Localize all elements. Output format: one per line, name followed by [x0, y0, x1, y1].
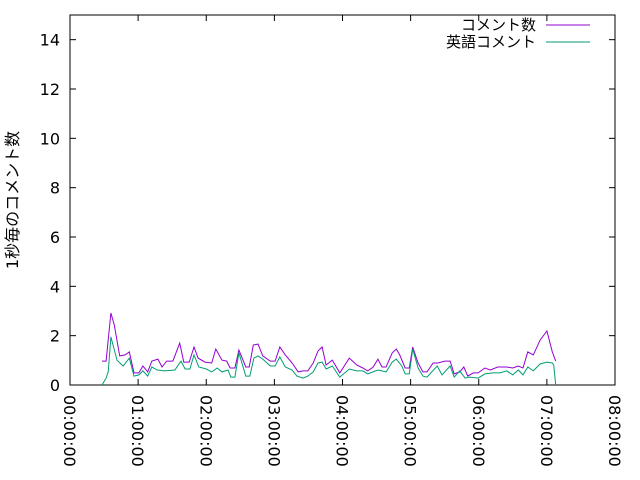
y-tick-label: 0	[50, 376, 60, 395]
x-axis: 00:00:00 01:00:00 02:00:00 03:00:00 04:00:00…	[60, 15, 624, 467]
legend-label-comments: コメント数	[461, 16, 536, 34]
x-tick-label: 04:00:00	[333, 395, 352, 467]
series-line-0	[102, 312, 557, 377]
y-tick-label: 10	[40, 129, 60, 148]
y-tick-label: 12	[40, 80, 60, 99]
y-tick-label: 8	[50, 179, 60, 198]
series-line-1	[101, 336, 557, 386]
y-axis-label: 1秒毎のコメント数	[3, 131, 22, 269]
legend-label-english: 英語コメント	[446, 33, 536, 51]
x-tick-label: 08:00:00	[605, 395, 624, 467]
x-tick-label: 00:00:00	[60, 395, 79, 467]
y-tick-label: 2	[50, 327, 60, 346]
x-tick-label: 03:00:00	[264, 395, 283, 467]
y-tick-label: 4	[50, 277, 60, 296]
x-tick-label: 07:00:00	[537, 395, 556, 467]
y-tick-label: 14	[40, 31, 60, 50]
x-tick-label: 02:00:00	[196, 395, 215, 467]
y-tick-label: 6	[50, 228, 60, 247]
y-axis: 0 2 4 6 8 10 12 14	[40, 31, 615, 395]
x-tick-label: 05:00:00	[401, 395, 420, 467]
legend: コメント数 英語コメント	[446, 16, 590, 51]
series-group	[101, 312, 557, 386]
plot-border	[69, 14, 616, 386]
x-tick-label: 06:00:00	[469, 395, 488, 467]
x-tick-label: 01:00:00	[128, 395, 147, 467]
